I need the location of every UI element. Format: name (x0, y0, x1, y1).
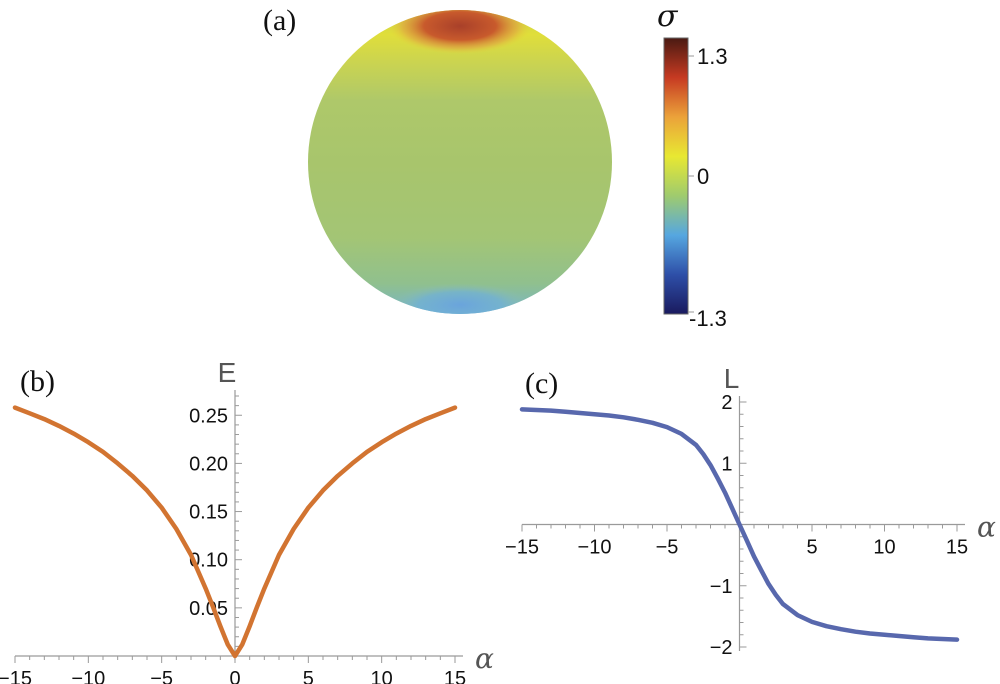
series-line (519, 407, 960, 642)
x-tick-label: 5 (806, 537, 817, 559)
y-tick-label: 0.20 (189, 453, 228, 475)
sphere-top-cap (388, 10, 532, 54)
y-axis-title: E (218, 357, 237, 388)
colorbar-label-mid: 0 (697, 164, 709, 189)
x-tick-label: −10 (578, 537, 612, 559)
x-tick-label: −5 (150, 668, 173, 684)
x-tick-label: 15 (444, 668, 466, 684)
colorbar-title: σ (657, 0, 679, 34)
sphere-bottom-cap (390, 283, 530, 314)
y-tick-label: 0.10 (189, 550, 228, 572)
x-tick-label: −10 (71, 668, 105, 684)
y-tick-label: 0.25 (189, 405, 228, 427)
y-tick-label: 0.05 (189, 598, 228, 620)
colorbar-label-top: 1.3 (697, 44, 728, 69)
plot-c: −15 −10 −5 5 10 15 −2 −1 1 2Lα (505, 363, 996, 659)
x-tick-label: −15 (0, 668, 32, 684)
x-axis-title: α (475, 642, 494, 675)
sphere (308, 10, 612, 314)
x-tick-label: 0 (229, 668, 240, 684)
x-tick-label: 5 (303, 668, 314, 684)
y-tick-label: 0.15 (189, 502, 228, 524)
colorbar: σ 1.3 0 -1.3 (657, 0, 728, 331)
x-tick-label: 10 (371, 668, 393, 684)
x-tick-label: −5 (656, 537, 679, 559)
x-tick-label: 10 (873, 537, 895, 559)
y-tick-label: 2 (721, 392, 732, 414)
plot-b: −15 −10 −5 0 5 10 15 0.05 0.10 0.15 0.20 0.25 Eα (0, 357, 494, 684)
y-axis-title: L (724, 363, 740, 394)
x-tick-label: 15 (946, 537, 968, 559)
panel-a-label: (a) (263, 4, 296, 37)
panel-c-label: (c) (525, 367, 558, 400)
colorbar-label-bottom: -1.3 (689, 306, 727, 331)
y-tick-label: −1 (710, 576, 733, 598)
panel-b-label: (b) (20, 365, 55, 398)
sphere-body (308, 10, 612, 314)
y-tick-label: 1 (721, 453, 732, 475)
x-tick-label: −15 (505, 537, 539, 559)
y-tick-label: −2 (710, 637, 733, 659)
x-axis-title: α (977, 511, 996, 544)
colorbar-strip (663, 37, 689, 315)
series-line (12, 405, 458, 659)
